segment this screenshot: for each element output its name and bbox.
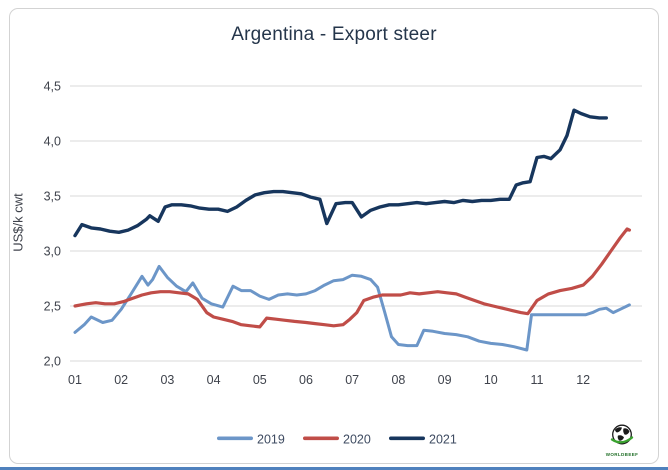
worldbeef-logo: WORLDBEEF	[605, 423, 639, 457]
series-line-2019	[73, 264, 631, 352]
x-tick-label: 02	[114, 373, 128, 387]
x-tick-label: 05	[253, 373, 267, 387]
y-tick-label: 2,0	[44, 355, 61, 369]
series-line-2021	[73, 108, 608, 238]
x-tick-label: 08	[391, 373, 405, 387]
y-tick-label: 3,5	[44, 190, 61, 204]
x-tick-label: 01	[68, 373, 82, 387]
legend-label-2021: 2021	[429, 433, 457, 447]
x-tick-label: 12	[576, 373, 590, 387]
logo-text: WORLDBEEF	[605, 452, 639, 457]
chart-frame	[9, 8, 659, 464]
x-tick-label: 11	[531, 373, 544, 387]
globe-icon	[610, 424, 634, 445]
y-tick-label: 4,0	[44, 135, 61, 149]
legend-swatch-2019	[217, 436, 253, 441]
legend-label-2020: 2020	[343, 433, 371, 447]
series-line-2020	[73, 227, 632, 329]
legend-swatch-2020	[303, 436, 339, 441]
legend-item-2020: 2020	[303, 433, 371, 447]
x-tick-label: 07	[345, 373, 359, 387]
y-tick-label: 4,5	[44, 80, 61, 94]
y-tick-label: 3,0	[44, 245, 61, 259]
legend-swatch-2021	[389, 436, 425, 441]
green-swoosh	[610, 436, 634, 444]
legend-item-2019: 2019	[217, 433, 285, 447]
chart-title: Argentina - Export steer	[231, 24, 437, 45]
x-tick-label: 09	[438, 373, 452, 387]
legend-item-2021: 2021	[389, 433, 457, 447]
x-tick-label: 10	[484, 373, 498, 387]
x-tick-label: 03	[160, 373, 174, 387]
legend-label-2019: 2019	[257, 433, 285, 447]
x-tick-label: 04	[207, 373, 221, 387]
y-tick-label: 2,5	[44, 300, 61, 314]
x-tick-label: 06	[299, 373, 313, 387]
bottom-edge-strip	[0, 467, 668, 470]
